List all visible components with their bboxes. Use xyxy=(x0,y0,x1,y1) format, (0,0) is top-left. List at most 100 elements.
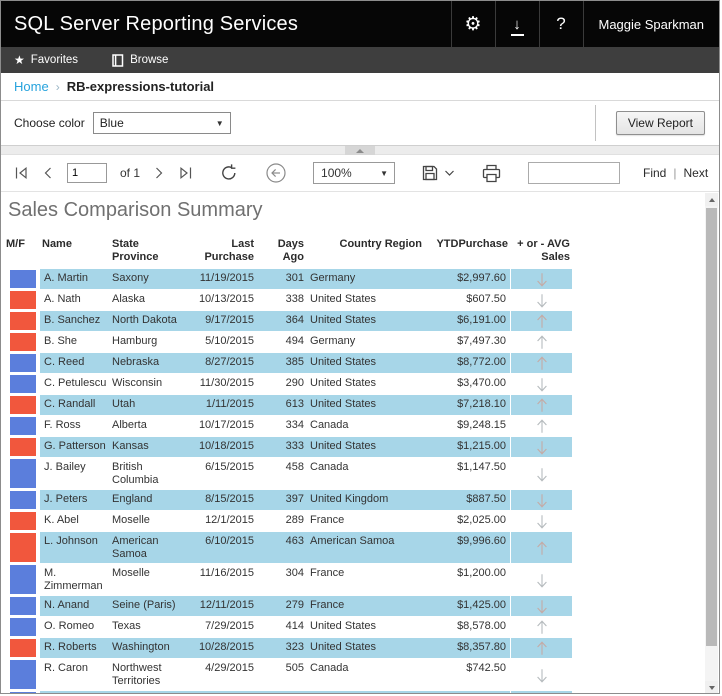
scroll-down-button[interactable] xyxy=(705,681,718,693)
gender-indicator-cell xyxy=(6,332,40,352)
triangle-down-icon xyxy=(708,685,715,690)
zoom-select[interactable]: 100% ▼ xyxy=(313,162,396,184)
scrollbar-thumb[interactable] xyxy=(706,208,717,646)
cell-country-region: United States xyxy=(310,641,377,653)
cell-name: O. Romeo xyxy=(44,620,95,632)
cell-state-province: British Columbia xyxy=(112,461,159,486)
gender-color-swatch xyxy=(10,312,36,330)
cell-ytd-purchase: $742.50 xyxy=(466,662,506,674)
cell-trend xyxy=(510,564,572,595)
cell-days-ago: 301 xyxy=(285,272,304,284)
nav-favorites[interactable]: ★ Favorites xyxy=(14,54,78,66)
help-button[interactable]: ? xyxy=(538,1,583,47)
nav-browse[interactable]: Browse xyxy=(112,54,168,67)
cell-last-purchase: 8/15/2015 xyxy=(205,493,254,505)
collapse-parameters-handle[interactable] xyxy=(345,146,375,155)
cell-name: R. Caron xyxy=(44,662,89,674)
user-menu[interactable]: Maggie Sparkman xyxy=(582,1,720,47)
table-row: C. Petulescu Wisconsin 11/30/2015 290 Un… xyxy=(6,374,719,395)
download-button[interactable]: ↓ xyxy=(494,1,539,47)
column-header-last-purchase: Last Purchase xyxy=(204,238,254,263)
find-next-links: Find | Next xyxy=(643,166,708,180)
zoom-group: 100% ▼ xyxy=(300,155,408,191)
cell-days-ago: 505 xyxy=(285,662,304,674)
cell-state-province: Texas xyxy=(112,620,141,632)
cell-state-province: Nebraska xyxy=(112,356,160,368)
cell-days-ago: 440 xyxy=(256,691,304,693)
report-toolbar: of 1 xyxy=(1,155,719,192)
color-select[interactable]: Blue ▼ xyxy=(92,112,231,134)
cell-trend xyxy=(510,511,572,531)
cell-trend xyxy=(510,395,572,415)
cell-country-region: France xyxy=(310,567,345,579)
trend-arrow-icon xyxy=(536,356,548,371)
first-page-button[interactable] xyxy=(14,166,29,180)
cell-last-purchase: 1/11/2015 xyxy=(205,398,254,410)
cell-state-province: Alaska xyxy=(112,293,146,305)
cell-trend xyxy=(510,617,572,637)
cell-state-province: England xyxy=(112,493,153,505)
gender-color-swatch xyxy=(10,396,36,414)
scroll-up-button[interactable] xyxy=(705,193,718,206)
page-number-input[interactable] xyxy=(67,163,107,183)
gender-indicator-cell xyxy=(6,638,40,658)
cell-state-province: Kansas xyxy=(112,440,149,452)
cell-country-region: United States xyxy=(310,356,377,368)
trend-arrow-icon xyxy=(536,335,548,350)
cell-state-province: North Dakota xyxy=(112,314,177,326)
back-to-parent-button[interactable] xyxy=(265,162,287,184)
cell-name: L. Johnson xyxy=(44,535,98,547)
gender-color-swatch xyxy=(10,270,36,288)
portal-navbar: ★ Favorites Browse xyxy=(1,47,719,73)
gender-indicator-cell xyxy=(6,691,40,693)
table-row: M. Zimmerman Moselle 11/16/2015 304 Fran… xyxy=(6,564,719,596)
cell-last-purchase: 11/16/2015 xyxy=(199,567,254,579)
cell-last-purchase: 10/28/2015 xyxy=(198,641,254,653)
table-row: O. Romeo Texas 7/29/2015 414 United Stat… xyxy=(6,617,719,638)
cell-name: F. Ross xyxy=(44,419,81,431)
cell-name: A. Nath xyxy=(44,293,81,305)
table-row: G. Patterson Kansas 10/18/2015 333 Unite… xyxy=(6,437,719,458)
export-button[interactable] xyxy=(421,164,455,182)
cell-country-region: United States xyxy=(310,293,377,305)
trend-arrow-icon xyxy=(536,620,548,635)
gender-indicator-cell xyxy=(6,596,40,616)
cell-ytd-purchase: $1,147.50 xyxy=(457,461,506,473)
cell-country-region: United States xyxy=(310,440,377,452)
trend-arrow-icon xyxy=(536,541,548,556)
view-report-button[interactable]: View Report xyxy=(615,111,705,135)
find-button[interactable]: Find xyxy=(643,166,667,180)
trend-arrow-icon xyxy=(536,467,548,482)
next-button[interactable]: Next xyxy=(683,166,709,180)
cell-last-purchase: 6/15/2015 xyxy=(205,461,254,473)
refresh-button[interactable] xyxy=(219,163,239,183)
zoom-value: 100% xyxy=(321,166,352,180)
next-page-button[interactable] xyxy=(153,166,165,180)
previous-page-button[interactable] xyxy=(42,166,54,180)
cell-days-ago: 279 xyxy=(285,599,304,611)
cell-last-purchase: 10/18/2015 xyxy=(198,440,254,452)
cell-name: J. Bailey xyxy=(44,461,86,473)
star-icon: ★ xyxy=(14,53,25,67)
cell-name: A. Martin xyxy=(44,272,89,284)
cell-ytd-purchase: $6,191.00 xyxy=(457,314,506,326)
choose-color-label: Choose color xyxy=(14,116,85,130)
cell-days-ago: 304 xyxy=(285,567,304,579)
print-button[interactable] xyxy=(481,164,502,183)
breadcrumb-home-link[interactable]: Home xyxy=(14,79,49,94)
find-text-input[interactable] xyxy=(528,162,621,184)
cell-last-purchase: 7/3/2015 xyxy=(182,691,256,693)
gender-color-swatch xyxy=(10,438,36,456)
cell-last-purchase: 12/1/2015 xyxy=(205,514,254,526)
column-header-name: Name xyxy=(42,238,72,250)
cell-last-purchase: 9/17/2015 xyxy=(205,314,254,326)
cell-ytd-purchase: $2,997.60 xyxy=(457,272,506,284)
cell-last-purchase: 7/29/2015 xyxy=(205,620,254,632)
last-page-button[interactable] xyxy=(178,166,193,180)
table-row: R. Roberts Washington 10/28/2015 323 Uni… xyxy=(6,638,719,659)
parameter-collapse-strip xyxy=(1,146,719,155)
settings-button[interactable]: ⚙ xyxy=(450,1,495,47)
cell-days-ago: 364 xyxy=(285,314,304,326)
cell-country-region: Australia xyxy=(304,691,422,693)
triangle-up-icon xyxy=(708,197,715,202)
